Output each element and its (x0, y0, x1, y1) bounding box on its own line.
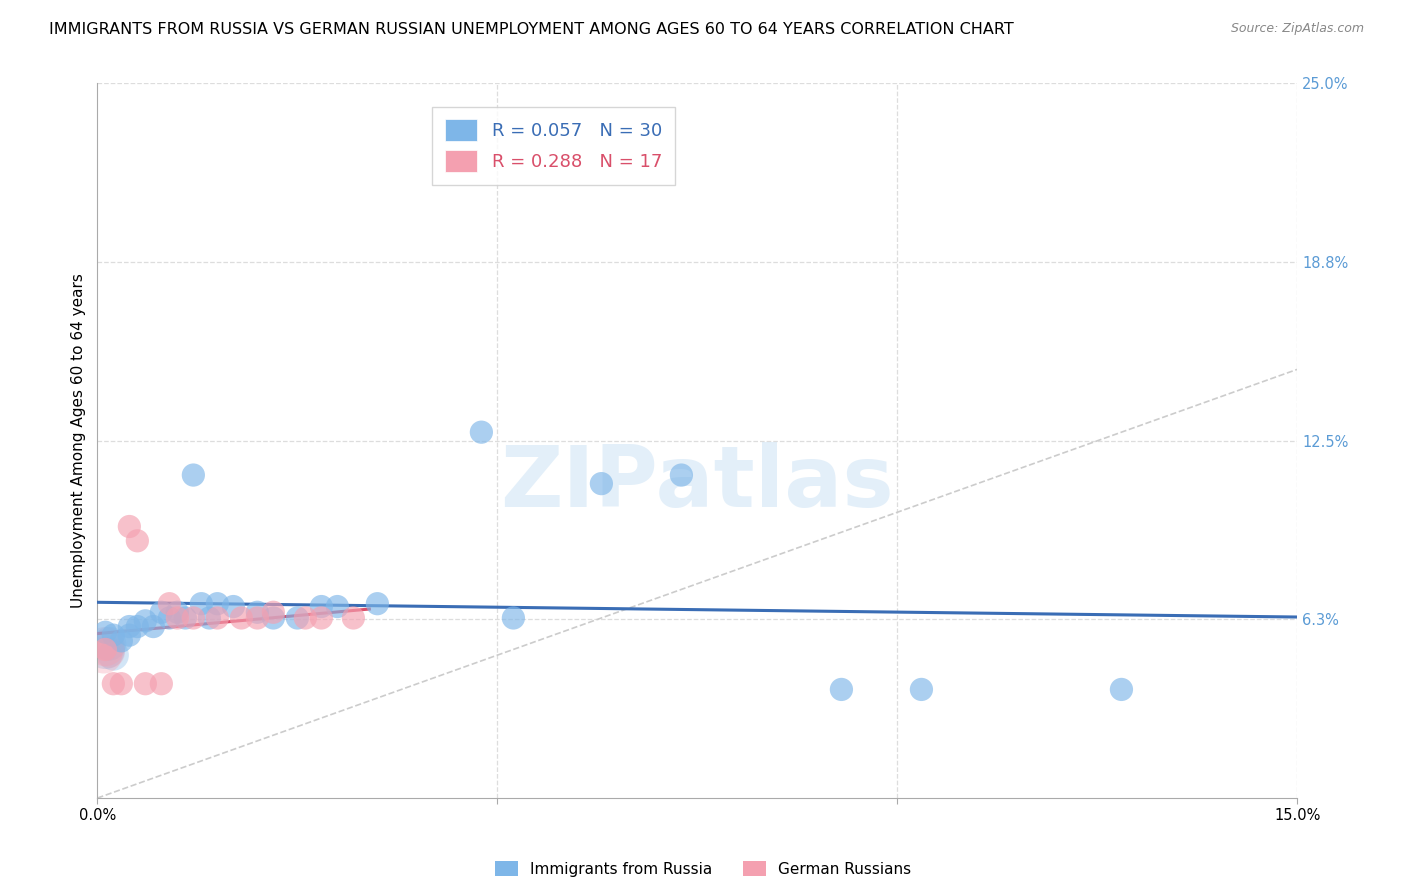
Point (127, 533, 149, 548)
Point (94, 640, 117, 654)
Point (166, 605, 188, 619)
Point (502, 611, 524, 625)
Point (118, 519, 141, 533)
Point (366, 597, 388, 611)
Point (110, 633, 132, 648)
Text: ZIPatlas: ZIPatlas (501, 442, 894, 525)
Point (174, 611, 197, 625)
Point (150, 677, 173, 691)
Point (294, 611, 316, 625)
Point (134, 614, 156, 628)
Point (287, 611, 309, 625)
Point (134, 677, 156, 691)
Point (246, 611, 269, 625)
Point (311, 611, 333, 625)
Point (231, 611, 253, 625)
Point (222, 599, 245, 614)
Point (207, 597, 229, 611)
Point (103, 677, 125, 691)
Point (150, 605, 173, 619)
Point (830, 682, 852, 697)
Point (98, 645, 121, 659)
Point (98, 637, 121, 651)
Point (157, 611, 180, 625)
Legend: Immigrants from Russia, German Russians: Immigrants from Russia, German Russians (488, 853, 918, 884)
Point (157, 597, 180, 611)
Point (671, 468, 693, 483)
Point (94, 625, 117, 640)
Point (262, 611, 284, 625)
Text: IMMIGRANTS FROM RUSSIA VS GERMAN RUSSIAN UNEMPLOYMENT AMONG AGES 60 TO 64 YEARS : IMMIGRANTS FROM RUSSIA VS GERMAN RUSSIAN… (49, 22, 1014, 37)
Point (262, 605, 284, 619)
Point (326, 599, 349, 614)
Point (93, 648, 115, 662)
Point (103, 628, 125, 642)
Point (311, 599, 333, 614)
Point (166, 611, 188, 625)
Point (207, 611, 229, 625)
Point (94, 642, 117, 657)
Legend: R = 0.057   N = 30, R = 0.288   N = 17: R = 0.057 N = 30, R = 0.288 N = 17 (432, 107, 675, 186)
Point (183, 468, 205, 483)
Point (190, 597, 212, 611)
Point (118, 628, 141, 642)
Point (910, 682, 932, 697)
Point (103, 648, 125, 662)
Point (342, 611, 364, 625)
Point (183, 611, 205, 625)
Point (94, 642, 117, 657)
Point (591, 476, 613, 491)
Point (127, 619, 149, 633)
Point (118, 619, 141, 633)
Point (1111, 682, 1133, 697)
Point (246, 605, 269, 619)
Text: Source: ZipAtlas.com: Source: ZipAtlas.com (1230, 22, 1364, 36)
Y-axis label: Unemployment Among Ages 60 to 64 years: Unemployment Among Ages 60 to 64 years (72, 273, 86, 608)
Point (470, 425, 492, 440)
Point (110, 677, 132, 691)
Point (142, 619, 165, 633)
Point (198, 611, 221, 625)
